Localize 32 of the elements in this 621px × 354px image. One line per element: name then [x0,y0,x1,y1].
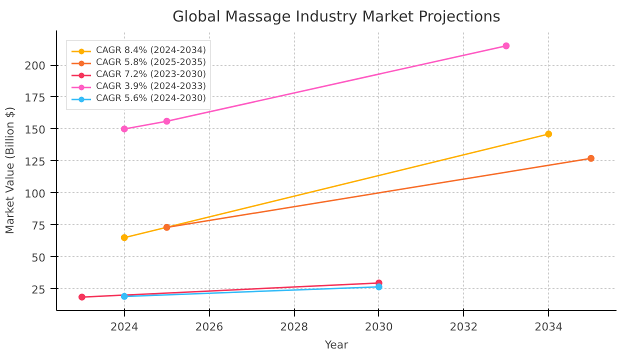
y-tick-label: 100 [24,187,46,200]
legend-label: CAGR 3.9% (2024-2033) [96,81,206,93]
y-axis-title: Market Value (Billion $) [4,106,17,234]
point [545,130,552,138]
y-tick-label: 75 [32,219,46,232]
x-tick-label: 2028 [280,320,308,334]
point [163,224,170,231]
legend-label: CAGR 5.6% (2024-2030) [96,93,206,105]
point [163,118,170,125]
y-tick-label: 125 [24,155,46,168]
legend-label: CAGR 7.2% (2023-2030) [96,69,206,81]
x-axis-title: Year [324,338,349,352]
point [502,42,510,50]
legend-label: CAGR 8.4% (2024-2034) [96,45,206,57]
point [375,283,382,290]
y-tick-label: 200 [24,60,46,73]
x-tick-label: 2030 [364,320,393,334]
y-tick-label: 25 [32,283,46,296]
point [120,234,128,242]
point [120,292,128,300]
chart-title: Global Massage Industry Market Projections [172,8,501,26]
y-tick-label: 175 [24,91,46,104]
point [78,294,86,301]
x-tick-label: 2032 [450,320,478,334]
x-tick-label: 2034 [534,320,563,334]
x-tick-label: 2026 [195,320,224,334]
point [588,154,595,162]
x-tick-label: 2024 [110,320,138,334]
point [120,125,128,132]
y-tick-label: 150 [24,123,46,136]
legend-label: CAGR 5.8% (2025-2035) [96,57,206,69]
y-tick-label: 50 [32,251,46,264]
